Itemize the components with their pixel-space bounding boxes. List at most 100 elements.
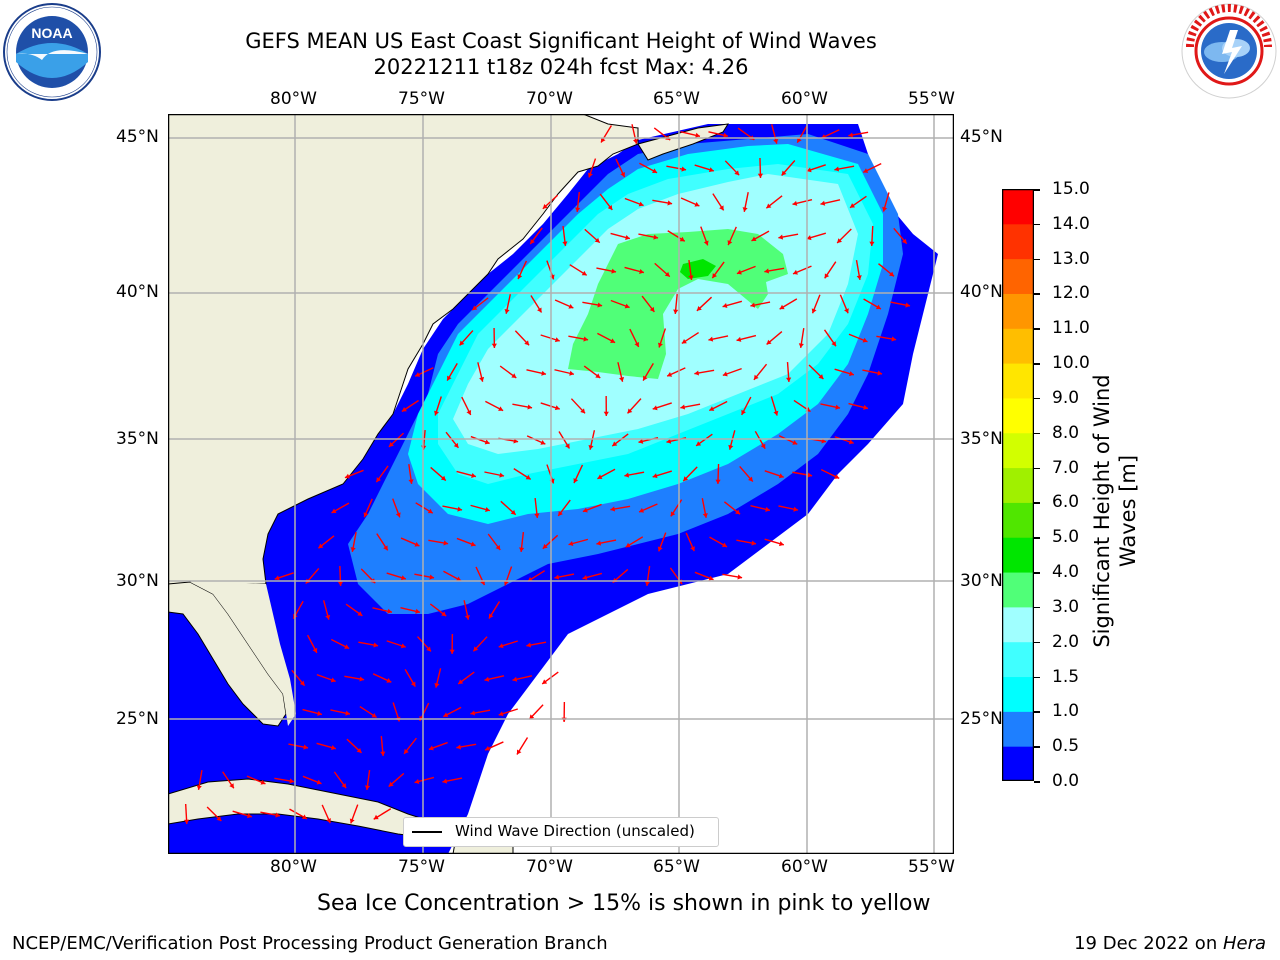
wave-direction-arrow	[849, 195, 867, 209]
wave-direction-arrow	[848, 131, 869, 138]
wave-direction-arrow	[546, 464, 555, 484]
sea-ice-note: Sea Ice Concentration > 15% is shown in …	[317, 891, 931, 916]
colorbar-tick-label: 0.5	[1052, 736, 1080, 757]
wave-direction-arrow	[554, 369, 575, 376]
wave-direction-arrow	[667, 230, 686, 242]
wave-direction-arrow	[345, 603, 363, 617]
wave-direction-arrow	[344, 469, 364, 479]
wave-direction-arrow	[344, 675, 365, 682]
wave-direction-arrow	[778, 435, 798, 445]
wave-direction-arrow	[491, 327, 497, 349]
colorbar-bin	[1002, 432, 1034, 469]
wave-direction-arrow	[584, 228, 601, 244]
wave-direction-arrow	[430, 466, 447, 482]
colorbar-bin	[1002, 223, 1034, 260]
colorbar-tick-label: 1.5	[1052, 666, 1080, 687]
wave-direction-arrow	[728, 430, 736, 450]
legend-line-icon	[412, 831, 442, 833]
wave-direction-arrow	[232, 810, 253, 819]
lon-label: 55°W	[908, 857, 955, 877]
colorbar-tick-label: 10.0	[1052, 353, 1090, 374]
wave-direction-arrow	[288, 743, 309, 750]
wave-direction-arrow	[333, 771, 347, 789]
wave-direction-arrow	[414, 367, 434, 377]
wave-direction-arrow	[779, 298, 798, 310]
colorbar-bin	[1002, 711, 1034, 747]
footer-host: Hera	[1222, 933, 1266, 954]
wave-direction-arrow	[408, 463, 414, 485]
colorbar-tick-mark	[1034, 363, 1040, 365]
lon-label: 75°W	[398, 89, 445, 109]
colorbar-tick-mark	[1034, 293, 1040, 295]
wave-direction-arrow	[415, 502, 434, 514]
wave-direction-arrow	[183, 803, 190, 825]
wave-direction-arrow	[724, 160, 740, 176]
wave-direction-arrow	[463, 600, 470, 620]
colorbar-bin	[1002, 397, 1034, 434]
wave-direction-arrow	[569, 264, 588, 276]
wave-direction-arrow	[471, 297, 489, 311]
wave-direction-arrow	[322, 600, 331, 620]
wave-direction-arrow	[798, 328, 805, 348]
wave-direction-arrow	[350, 532, 357, 552]
wave-direction-arrow	[512, 403, 533, 410]
chart-title: GEFS MEAN US East Coast Significant Heig…	[245, 29, 877, 53]
wave-direction-arrow	[741, 396, 752, 416]
wave-direction-arrow	[722, 300, 743, 309]
lon-label: 65°W	[653, 857, 700, 877]
wave-direction-arrow	[459, 330, 474, 346]
wave-direction-arrow	[806, 232, 827, 241]
wave-direction-arrow	[554, 299, 574, 309]
wave-direction-arrow	[862, 369, 883, 376]
colorbar-bin	[1002, 641, 1034, 678]
wave-direction-arrow	[392, 498, 401, 518]
colorbar-tick-label: 13.0	[1052, 248, 1090, 269]
wave-direction-arrow	[701, 498, 708, 518]
chart-subtitle: 20221211 t18z 024h fcst Max: 4.26	[373, 55, 749, 79]
wave-direction-arrow	[750, 504, 771, 512]
wave-direction-arrow	[443, 706, 462, 718]
wave-direction-arrow	[855, 260, 862, 280]
wave-direction-arrow	[364, 769, 371, 791]
wave-direction-arrow	[764, 470, 784, 479]
wave-direction-arrow	[246, 775, 266, 785]
wave-direction-arrow	[673, 293, 679, 315]
colorbar-tick-label: 0.0	[1052, 771, 1080, 791]
wave-direction-arrow	[470, 435, 490, 445]
wave-direction-arrow	[568, 538, 589, 546]
wave-direction-arrow	[470, 709, 491, 716]
colorbar-tick-mark	[1034, 397, 1040, 400]
wave-direction-arrow	[603, 395, 609, 417]
wave-direction-arrow	[380, 735, 386, 757]
wave-direction-arrow	[736, 334, 757, 342]
wave-direction-arrow	[754, 430, 766, 450]
wave-height-contour	[568, 229, 788, 379]
land-mass	[168, 114, 639, 585]
wave-direction-arrow	[882, 192, 890, 212]
wave-direction-arrow	[414, 776, 435, 784]
wave-direction-arrow	[811, 294, 821, 314]
wave-direction-arrow	[542, 194, 559, 210]
wave-direction-arrow	[639, 162, 658, 174]
colorbar-label-line: Waves [m]	[1116, 454, 1140, 568]
wave-direction-arrow	[429, 603, 447, 617]
wave-direction-arrow	[526, 641, 547, 648]
wave-direction-arrow	[529, 227, 543, 245]
colorbar-tick-mark	[1034, 258, 1040, 261]
colorbar-tick-label: 1.0	[1052, 701, 1080, 722]
wave-direction-arrow	[575, 191, 581, 213]
wave-direction-arrow	[321, 804, 331, 824]
wave-direction-arrow	[694, 164, 714, 173]
wave-direction-arrow	[715, 463, 721, 485]
wave-direction-arrow	[330, 709, 351, 716]
wave-direction-arrow	[764, 267, 785, 274]
wave-direction-arrow	[456, 537, 476, 547]
wave-direction-arrow	[517, 260, 528, 280]
colorbar-tick-mark	[1034, 606, 1040, 609]
wave-direction-arrow	[709, 536, 728, 548]
footer-credit: NCEP/EMC/Verification Post Processing Pr…	[12, 933, 608, 954]
wave-direction-arrow	[388, 432, 404, 448]
wave-direction-arrow	[680, 403, 701, 410]
wave-direction-arrow	[477, 362, 485, 382]
lat-label: 35°N	[116, 429, 159, 449]
